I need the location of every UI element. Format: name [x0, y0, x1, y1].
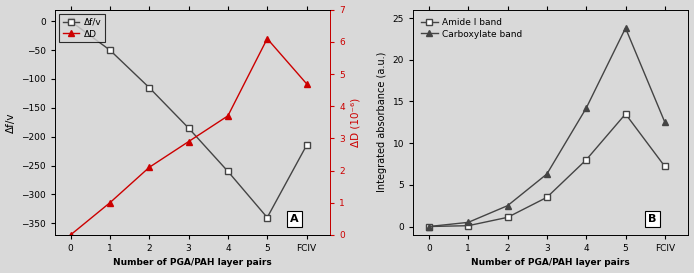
Amide I band	[543, 196, 551, 199]
Carboxylate band	[464, 221, 473, 224]
Text: A: A	[290, 214, 298, 224]
Δf/v	[145, 86, 153, 89]
ΔD	[303, 82, 311, 85]
Legend: Δf/v, ΔD: Δf/v, ΔD	[60, 14, 105, 42]
Δf/v	[223, 170, 232, 173]
ΔD	[223, 114, 232, 117]
Carboxylate band	[425, 225, 433, 228]
Amide I band	[661, 165, 669, 168]
Amide I band	[621, 112, 629, 115]
Amide I band	[425, 225, 433, 228]
Δf/v	[303, 144, 311, 147]
Carboxylate band	[661, 121, 669, 124]
Line: Carboxylate band: Carboxylate band	[425, 25, 668, 230]
Text: B: B	[648, 214, 657, 224]
Carboxylate band	[503, 204, 511, 207]
Legend: Amide I band, Carboxylate band: Amide I band, Carboxylate band	[418, 14, 526, 42]
Carboxylate band	[582, 106, 591, 110]
Line: ΔD: ΔD	[67, 35, 310, 238]
Y-axis label: ΔD (10⁻⁶): ΔD (10⁻⁶)	[350, 98, 360, 147]
ΔD	[185, 140, 193, 143]
Δf/v	[185, 126, 193, 130]
Δf/v	[105, 49, 114, 52]
ΔD	[67, 233, 75, 236]
Line: Δf/v: Δf/v	[68, 19, 310, 220]
Y-axis label: Integrated absorbance (a.u.): Integrated absorbance (a.u.)	[377, 52, 387, 192]
Amide I band	[503, 216, 511, 219]
ΔD	[263, 37, 271, 40]
Δf/v	[263, 216, 271, 219]
Amide I band	[464, 224, 473, 227]
X-axis label: Number of PGA/PAH layer pairs: Number of PGA/PAH layer pairs	[471, 259, 630, 268]
ΔD	[105, 201, 114, 204]
X-axis label: Number of PGA/PAH layer pairs: Number of PGA/PAH layer pairs	[113, 259, 272, 268]
Carboxylate band	[621, 26, 629, 30]
Line: Amide I band: Amide I band	[426, 111, 668, 229]
Δf/v	[67, 20, 75, 23]
Carboxylate band	[543, 172, 551, 176]
ΔD	[145, 166, 153, 169]
Amide I band	[582, 158, 591, 161]
Y-axis label: Δf/v: Δf/v	[6, 112, 15, 133]
